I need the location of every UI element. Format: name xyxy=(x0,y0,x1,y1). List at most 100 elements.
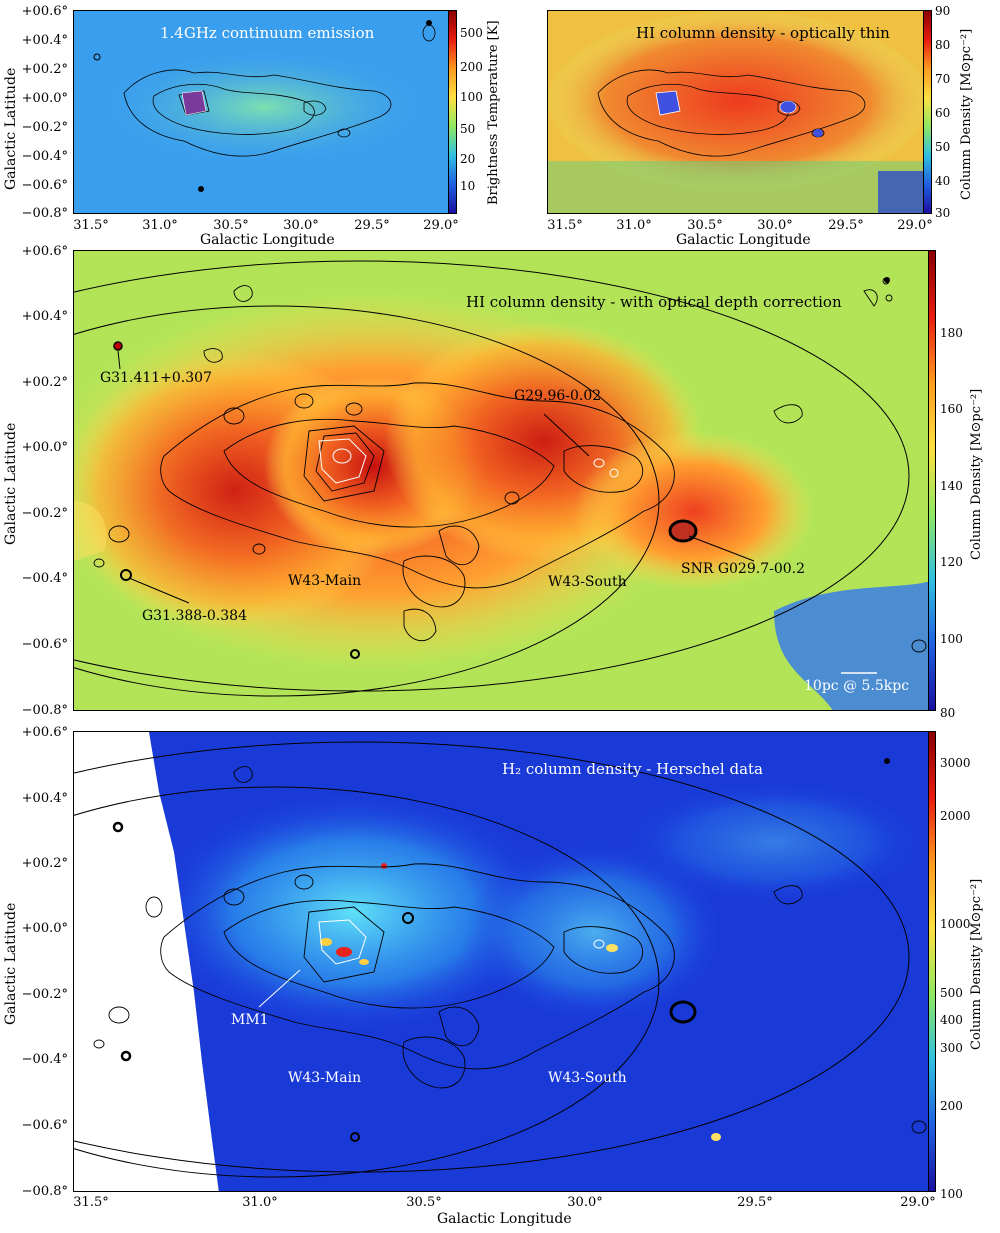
continuum-map-image xyxy=(74,11,454,213)
p1-lat-tick: −00.8° xyxy=(21,206,68,221)
p1-lat-tick: +00.6° xyxy=(21,4,68,19)
p3-lat-tick: −00.8° xyxy=(21,703,68,718)
p2-cbar-tick: 70 xyxy=(935,72,951,86)
p4-lon-tick: 29.5° xyxy=(737,1195,773,1210)
h2-herschel-map-image xyxy=(74,732,929,1191)
p4-xlabel: Galactic Longitude xyxy=(437,1211,572,1227)
p4-lat-tick: −00.2° xyxy=(21,987,68,1002)
p2-cbar-tick: 90 xyxy=(935,4,951,18)
p3-cbar-tick: 80 xyxy=(940,706,956,720)
p3-lat-tick: +00.2° xyxy=(21,375,68,390)
p4-cbar-tick: 200 xyxy=(940,1099,963,1113)
p4-lon-tick: 30.5° xyxy=(406,1195,442,1210)
p2-cbar-tick: 30 xyxy=(935,206,951,220)
label-g31388: G31.388-0.384 xyxy=(142,608,247,624)
p2-lon-tick: 30.5° xyxy=(687,218,723,233)
p1-lat-tick: +00.4° xyxy=(21,33,68,48)
p1-lon-tick: 30.5° xyxy=(213,218,249,233)
p1-lon-tick: 31.0° xyxy=(142,218,178,233)
p4-lat-tick: −00.8° xyxy=(21,1184,68,1199)
p2-lon-tick: 30.0° xyxy=(757,218,793,233)
p4-cbar-tick: 2000 xyxy=(940,809,971,823)
hi-corrected-map-panel: HI column density - with optical depth c… xyxy=(73,250,930,711)
continuum-map-title: 1.4GHz continuum emission xyxy=(160,24,375,42)
p1-cbar-label: Brightness Temperature [K] xyxy=(486,20,501,205)
p3-lat-tick: +00.6° xyxy=(21,244,68,259)
p3-cbar-tick: 180 xyxy=(940,326,963,340)
p1-cbar-tick: 100 xyxy=(460,90,483,104)
label-g31411: G31.411+0.307 xyxy=(100,370,212,386)
p2-cbar-tick: 60 xyxy=(935,106,951,120)
p1-colorbar xyxy=(448,10,457,214)
p4-ylabel: Galactic Latitude xyxy=(3,902,19,1025)
p2-cbar-tick: 40 xyxy=(935,174,951,188)
p3-lat-tick: −00.6° xyxy=(21,637,68,652)
p4-cbar-tick: 400 xyxy=(940,1013,963,1027)
p4-colorbar xyxy=(928,731,936,1192)
p3-lat-tick: −00.4° xyxy=(21,571,68,586)
p4-cbar-label: Column Density [M⊙pc⁻²] xyxy=(969,878,984,1050)
h2-herschel-map-panel: H₂ column density - Herschel data MM1 W4… xyxy=(73,731,930,1192)
p1-lon-tick: 30.0° xyxy=(283,218,319,233)
hi-corrected-map-title: HI column density - with optical depth c… xyxy=(466,293,842,311)
p3-lat-tick: −00.2° xyxy=(21,506,68,521)
p2-lon-tick: 29.0° xyxy=(897,218,933,233)
scale-bar-label: 10pc @ 5.5kpc xyxy=(804,678,910,694)
p3-cbar-tick: 100 xyxy=(940,632,963,646)
p4-lon-tick: 31.0° xyxy=(242,1195,278,1210)
label-w43-south: W43-South xyxy=(548,574,627,590)
p4-lon-tick: 31.5° xyxy=(73,1195,109,1210)
p1-lon-tick: 29.5° xyxy=(354,218,390,233)
p1-cbar-tick: 20 xyxy=(460,152,476,166)
p4-lat-tick: +00.6° xyxy=(21,725,68,740)
p2-xlabel: Galactic Longitude xyxy=(676,232,811,248)
p4-lon-tick: 30.0° xyxy=(567,1195,603,1210)
p2-cbar-tick: 80 xyxy=(935,38,951,52)
p4-lat-tick: +00.4° xyxy=(21,791,68,806)
p4-cbar-tick: 1000 xyxy=(940,917,971,931)
p3-ylabel: Galactic Latitude xyxy=(3,422,19,545)
p2-colorbar xyxy=(923,10,932,214)
p4-lat-tick: +00.0° xyxy=(21,921,68,936)
p4-lon-tick: 29.0° xyxy=(900,1195,936,1210)
p3-colorbar xyxy=(928,250,936,711)
p4-cbar-tick: 3000 xyxy=(940,756,971,770)
p1-cbar-tick: 500 xyxy=(460,26,483,40)
p1-lat-tick: +00.0° xyxy=(21,91,68,106)
p1-cbar-tick: 50 xyxy=(460,122,476,136)
p2-lon-tick: 29.5° xyxy=(828,218,864,233)
p1-lon-tick: 31.5° xyxy=(73,218,109,233)
p4-lat-tick: +00.2° xyxy=(21,856,68,871)
label-g2996: G29.96-0.02 xyxy=(514,388,602,404)
p4-cbar-tick: 500 xyxy=(940,986,963,1000)
continuum-map-panel: 1.4GHz continuum emission xyxy=(73,10,455,214)
p1-ylabel: Galactic Latitude xyxy=(3,67,19,190)
label-mm1: MM1 xyxy=(231,1012,269,1028)
p4-cbar-tick: 300 xyxy=(940,1041,963,1055)
p4-cbar-tick: 100 xyxy=(940,1187,963,1201)
p2-lon-tick: 31.5° xyxy=(547,218,583,233)
p1-cbar-tick: 10 xyxy=(460,179,476,193)
hi-thin-map-panel: HI column density - optically thin xyxy=(547,10,929,214)
p2-cbar-label: Column Density [M⊙pc⁻²] xyxy=(959,28,974,200)
p1-lat-tick: −00.6° xyxy=(21,178,68,193)
label-w43-main: W43-Main xyxy=(288,1070,362,1086)
p1-xlabel: Galactic Longitude xyxy=(200,232,335,248)
p3-cbar-label: Column Density [M⊙pc⁻²] xyxy=(969,388,984,560)
label-w43-south: W43-South xyxy=(548,1070,627,1086)
p4-lat-tick: −00.4° xyxy=(21,1052,68,1067)
p3-lat-tick: +00.4° xyxy=(21,309,68,324)
hi-thin-map-title: HI column density - optically thin xyxy=(636,24,890,42)
p3-cbar-tick: 140 xyxy=(940,479,963,493)
p1-cbar-tick: 200 xyxy=(460,60,483,74)
hi-thin-map-image xyxy=(548,11,928,213)
p1-lat-tick: +00.2° xyxy=(21,62,68,77)
p1-lat-tick: −00.2° xyxy=(21,120,68,135)
label-w43-main: W43-Main xyxy=(288,573,362,589)
h2-herschel-map-title: H₂ column density - Herschel data xyxy=(502,760,763,778)
hi-corrected-map-image xyxy=(74,251,929,710)
label-snr: SNR G029.7-00.2 xyxy=(681,561,805,577)
p4-lat-tick: −00.6° xyxy=(21,1118,68,1133)
p3-cbar-tick: 120 xyxy=(940,555,963,569)
p2-cbar-tick: 50 xyxy=(935,140,951,154)
